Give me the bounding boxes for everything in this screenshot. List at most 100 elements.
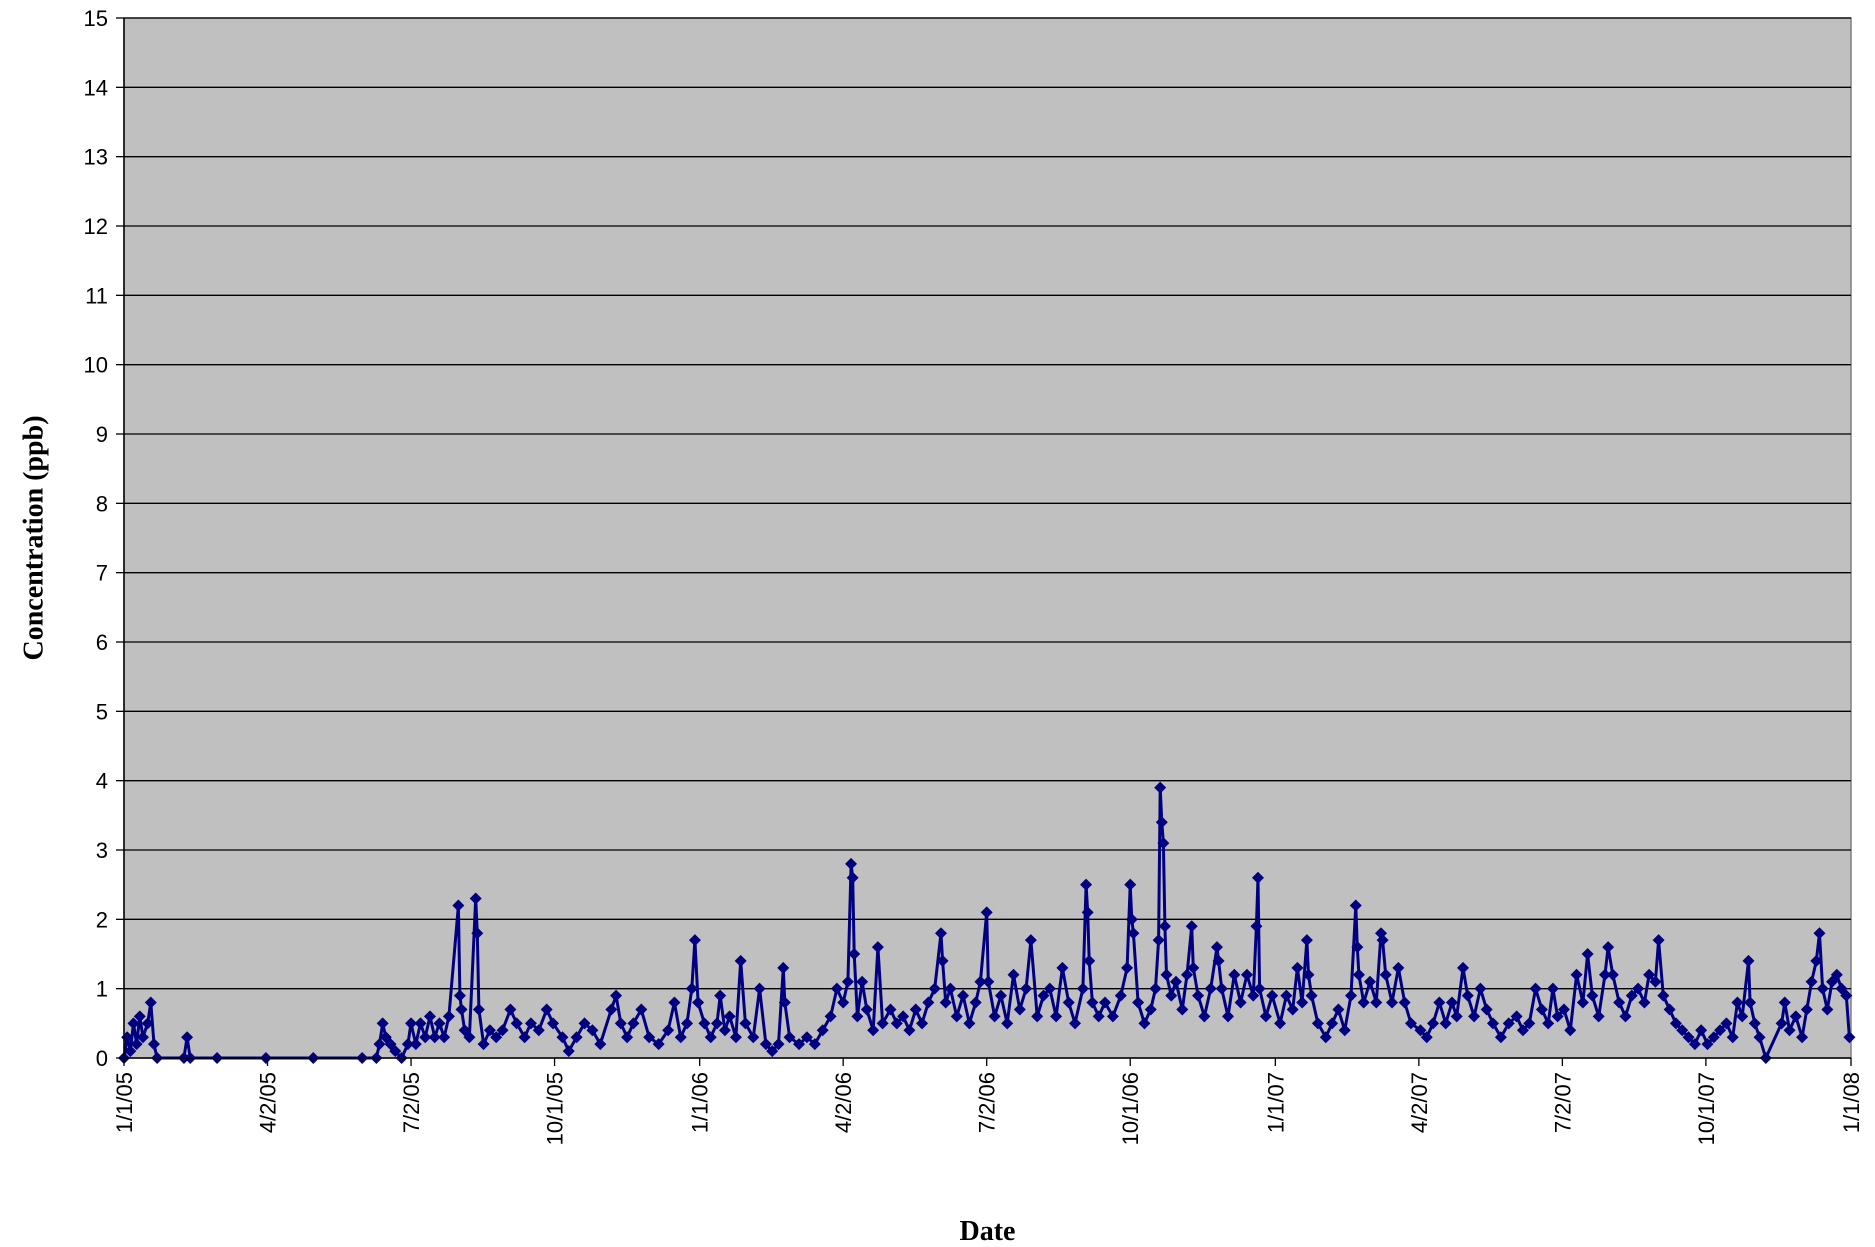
data-point xyxy=(1742,954,1755,967)
data-point xyxy=(1138,1017,1151,1030)
data-point xyxy=(540,1003,553,1016)
y-tick-label: 12 xyxy=(84,214,108,239)
y-tick-label: 14 xyxy=(84,75,108,100)
data-point xyxy=(1439,1017,1452,1030)
data-point xyxy=(1619,1010,1632,1023)
x-tick-label: 7/2/07 xyxy=(1550,1072,1575,1133)
data-point xyxy=(1192,989,1205,1002)
data-point xyxy=(124,1045,137,1058)
data-point xyxy=(851,1010,864,1023)
data-point xyxy=(1215,982,1228,995)
data-point xyxy=(652,1038,665,1051)
data-point xyxy=(405,1017,418,1030)
data-point xyxy=(1253,982,1266,995)
data-point xyxy=(1657,989,1670,1002)
data-point xyxy=(1625,989,1638,1002)
data-point xyxy=(876,1017,889,1030)
data-point xyxy=(766,1045,779,1058)
data-point xyxy=(1234,996,1247,1009)
data-point xyxy=(698,1017,711,1030)
data-point xyxy=(1152,934,1165,947)
data-point xyxy=(504,1003,517,1016)
data-point xyxy=(1643,968,1656,981)
x-tick-label: 4/2/06 xyxy=(831,1072,856,1133)
data-point xyxy=(1789,1010,1802,1023)
data-point xyxy=(1613,996,1626,1009)
data-point xyxy=(897,1010,910,1023)
y-tick-label: 10 xyxy=(84,353,108,378)
data-point xyxy=(1414,1024,1427,1037)
data-point xyxy=(181,1031,194,1044)
data-point xyxy=(452,899,465,912)
data-point xyxy=(546,1017,559,1030)
data-point xyxy=(1778,996,1791,1009)
data-point xyxy=(1494,1031,1507,1044)
data-point xyxy=(692,996,705,1009)
data-point xyxy=(1427,1017,1440,1030)
data-point xyxy=(1326,1017,1339,1030)
data-point xyxy=(1502,1017,1515,1030)
data-point xyxy=(1714,1024,1727,1037)
data-point xyxy=(1144,1003,1157,1016)
data-point xyxy=(674,1031,687,1044)
x-tick-labels: 1/1/05 4/2/05 7/2/05 10/1/05 1/1/06 4/2/06 7/2… xyxy=(112,1072,1864,1145)
data-point xyxy=(1311,1017,1324,1030)
data-point xyxy=(816,1024,829,1037)
data-point xyxy=(1557,1003,1570,1016)
y-tick-label: 11 xyxy=(85,283,108,308)
data-point xyxy=(1198,1010,1211,1023)
data-point xyxy=(759,1038,772,1051)
data-point xyxy=(627,1017,640,1030)
data-point xyxy=(980,906,993,919)
data-point xyxy=(1606,968,1619,981)
data-point xyxy=(133,1010,146,1023)
data-point xyxy=(1286,1003,1299,1016)
data-point xyxy=(1386,996,1399,1009)
data-point xyxy=(753,982,766,995)
data-point xyxy=(1810,954,1823,967)
data-point xyxy=(1187,961,1200,974)
data-point xyxy=(1240,968,1253,981)
data-point xyxy=(1602,941,1615,954)
data-point xyxy=(974,975,987,988)
data-point xyxy=(1020,982,1033,995)
data-point xyxy=(1007,968,1020,981)
y-tick-label: 0 xyxy=(96,1046,108,1071)
data-point xyxy=(1736,1010,1749,1023)
data-point xyxy=(1157,837,1170,850)
data-point xyxy=(1676,1024,1689,1037)
data-point xyxy=(714,989,727,1002)
data-point xyxy=(1204,982,1217,995)
data-point xyxy=(1274,1017,1287,1030)
data-point xyxy=(1592,1010,1605,1023)
data-point xyxy=(1551,1010,1564,1023)
data-point xyxy=(376,1017,389,1030)
data-point xyxy=(982,975,995,988)
data-point xyxy=(668,996,681,1009)
data-point xyxy=(688,934,701,947)
y-tick-label: 1 xyxy=(96,977,108,1002)
data-point xyxy=(1663,1003,1676,1016)
data-point xyxy=(1114,989,1127,1002)
data-point xyxy=(1300,934,1313,947)
data-point xyxy=(1185,920,1198,933)
data-point xyxy=(1510,1010,1523,1023)
data-point xyxy=(867,1024,880,1037)
data-point xyxy=(570,1031,583,1044)
data-point xyxy=(777,961,790,974)
data-point xyxy=(1546,982,1559,995)
data-point xyxy=(800,1031,813,1044)
data-point xyxy=(453,989,466,1002)
x-tick-label: 1/1/05 xyxy=(112,1072,137,1133)
y-tick-label: 2 xyxy=(96,907,108,932)
data-point xyxy=(1468,1010,1481,1023)
data-point xyxy=(916,1017,929,1030)
data-point xyxy=(903,1024,916,1037)
data-point xyxy=(510,1017,523,1030)
data-point xyxy=(1805,975,1818,988)
y-tick-label: 15 xyxy=(84,6,108,31)
data-point xyxy=(373,1038,386,1051)
data-point xyxy=(562,1045,575,1058)
data-point xyxy=(643,1031,656,1044)
series-layer xyxy=(118,781,1856,1064)
